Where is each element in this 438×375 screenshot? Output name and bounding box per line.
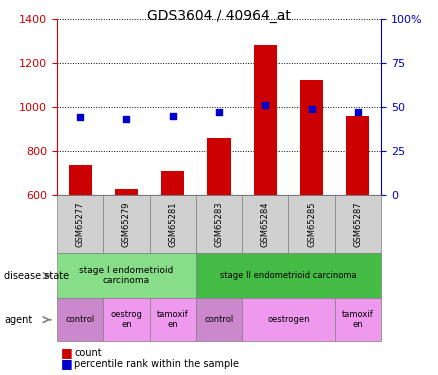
Text: control: control xyxy=(65,315,95,324)
Text: disease state: disease state xyxy=(4,271,70,280)
Bar xyxy=(300,81,323,195)
Point xyxy=(169,112,176,118)
Text: agent: agent xyxy=(4,315,32,325)
Text: GSM65284: GSM65284 xyxy=(261,201,270,247)
Bar xyxy=(254,45,277,195)
Text: GSM65277: GSM65277 xyxy=(76,201,85,247)
Text: GSM65279: GSM65279 xyxy=(122,201,131,247)
Point xyxy=(123,116,130,122)
Text: oestrog
en: oestrog en xyxy=(110,310,142,329)
Text: tamoxif
en: tamoxif en xyxy=(342,310,374,329)
Point xyxy=(262,102,269,108)
Text: stage I endometrioid
carcinoma: stage I endometrioid carcinoma xyxy=(79,266,173,285)
Point xyxy=(77,114,84,120)
Point xyxy=(354,109,361,115)
Bar xyxy=(115,189,138,195)
Bar xyxy=(208,138,230,195)
Point xyxy=(215,109,223,115)
Text: ■: ■ xyxy=(61,346,73,359)
Text: oestrogen: oestrogen xyxy=(267,315,310,324)
Text: control: control xyxy=(205,315,233,324)
Text: GSM65285: GSM65285 xyxy=(307,201,316,247)
Bar xyxy=(161,171,184,195)
Text: stage II endometrioid carcinoma: stage II endometrioid carcinoma xyxy=(220,271,357,280)
Bar xyxy=(346,116,370,195)
Text: GDS3604 / 40964_at: GDS3604 / 40964_at xyxy=(147,9,291,23)
Text: GSM65287: GSM65287 xyxy=(353,201,362,247)
Text: percentile rank within the sample: percentile rank within the sample xyxy=(74,359,240,369)
Text: GSM65283: GSM65283 xyxy=(215,201,223,247)
Text: count: count xyxy=(74,348,102,357)
Point xyxy=(308,106,315,112)
Text: tamoxif
en: tamoxif en xyxy=(157,310,189,329)
Text: ■: ■ xyxy=(61,357,73,370)
Text: GSM65281: GSM65281 xyxy=(168,201,177,247)
Bar xyxy=(68,165,92,195)
